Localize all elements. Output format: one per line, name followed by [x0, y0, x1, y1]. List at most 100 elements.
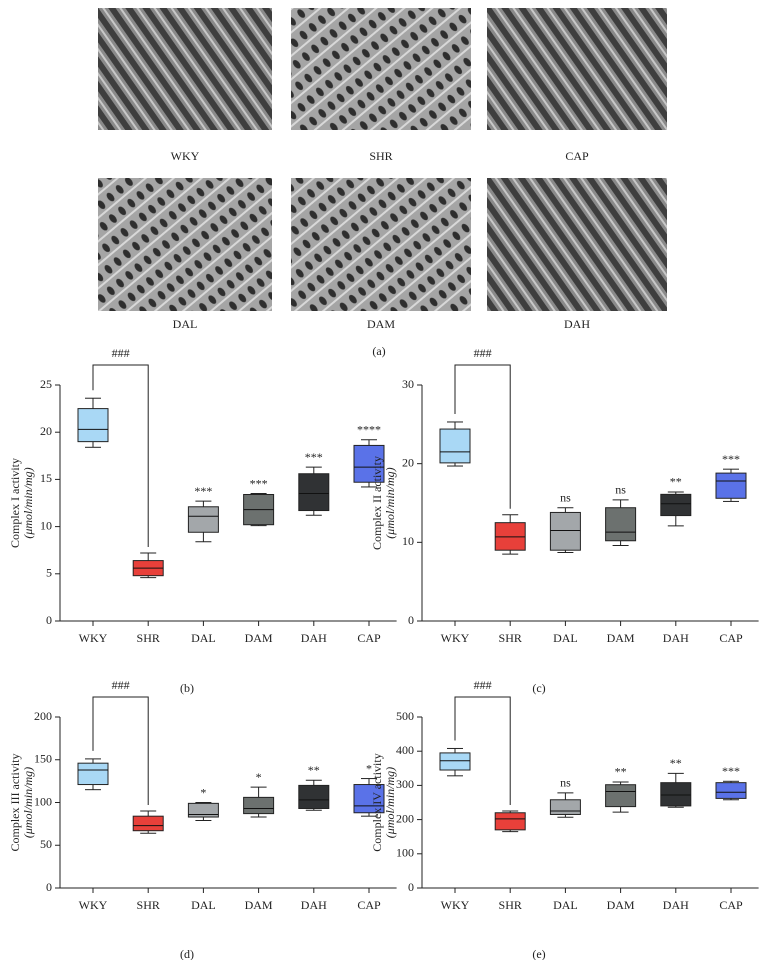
x-tick-label: CAP [719, 898, 743, 912]
significance-label: * [366, 761, 372, 775]
box [298, 473, 330, 512]
x-tick-label: CAP [357, 898, 381, 912]
bracket-label: ### [112, 346, 130, 360]
x-tick-label: WKY [79, 898, 108, 912]
y-tick-label: 400 [396, 743, 414, 757]
x-tick-label: SHR [499, 631, 522, 645]
significance-label: *** [722, 452, 740, 466]
y-tick-label: 0 [46, 613, 52, 627]
x-tick-label: DAL [191, 631, 216, 645]
x-tick-label: DAL [553, 898, 578, 912]
x-tick-label: WKY [441, 898, 470, 912]
y-tick-label: 15 [40, 471, 52, 485]
y-axis-label: Complex I activity [8, 458, 22, 548]
x-tick-label: DAH [301, 898, 327, 912]
significance-label: ** [615, 765, 627, 779]
panel-label: DAM [367, 317, 395, 331]
significance-label: *** [305, 450, 323, 464]
significance-label: ns [615, 483, 626, 497]
panel-label: DAH [564, 317, 590, 331]
significance-label: ns [560, 776, 571, 790]
significance-label: *** [194, 484, 212, 498]
significance-label: ** [308, 763, 320, 777]
x-tick-label: DAM [607, 631, 635, 645]
x-tick-label: CAP [357, 631, 381, 645]
x-tick-label: DAM [245, 898, 273, 912]
y-tick-label: 200 [396, 811, 414, 825]
significance-label: ** [670, 475, 682, 489]
significance-label: **** [357, 423, 381, 437]
x-tick-label: DAH [663, 631, 689, 645]
box [660, 493, 692, 517]
micrographs [98, 8, 667, 311]
y-axis-unit: (μmol/min/mg) [383, 767, 397, 838]
caption: (e) [532, 947, 545, 960]
caption: (a) [372, 344, 385, 358]
x-tick-label: WKY [79, 631, 108, 645]
x-tick-label: DAM [607, 898, 635, 912]
y-tick-label: 50 [40, 837, 52, 851]
micrograph [487, 8, 667, 130]
y-tick-label: 0 [46, 880, 52, 894]
y-tick-label: 100 [396, 846, 414, 860]
x-tick-label: DAH [663, 898, 689, 912]
box [243, 796, 275, 815]
box [439, 752, 471, 771]
significance-label: * [200, 785, 206, 799]
box [549, 799, 581, 815]
y-axis-unit: (μmol/min/mg) [21, 467, 35, 538]
box [549, 511, 581, 551]
x-tick-label: SHR [137, 631, 160, 645]
y-axis-label: Complex II activity [370, 456, 384, 550]
y-axis-label: Complex III activity [8, 754, 22, 852]
box [605, 784, 637, 808]
box [605, 507, 637, 542]
x-tick-label: DAL [191, 898, 216, 912]
y-tick-label: 0 [408, 613, 414, 627]
y-tick-label: 25 [40, 377, 52, 391]
y-tick-label: 150 [34, 752, 52, 766]
box [187, 802, 219, 818]
caption: (c) [532, 681, 545, 695]
caption: (d) [180, 947, 194, 960]
box [715, 782, 747, 799]
y-tick-label: 5 [46, 566, 52, 580]
x-tick-label: CAP [719, 631, 743, 645]
micrograph [98, 178, 272, 311]
bracket [454, 696, 511, 806]
box [353, 444, 385, 483]
bracket [92, 364, 149, 548]
box [439, 428, 471, 464]
y-tick-label: 10 [402, 534, 414, 548]
significance-label: *** [250, 476, 268, 490]
box [715, 472, 747, 499]
x-tick-label: WKY [441, 631, 470, 645]
bracket-label: ### [474, 678, 492, 692]
y-axis-label: Complex IV activity [370, 753, 384, 851]
panel-label: SHR [369, 149, 392, 163]
significance-label: ** [670, 756, 682, 770]
y-axis-unit: (μmol/min/mg) [383, 467, 397, 538]
x-tick-label: DAH [301, 631, 327, 645]
panel-label: DAL [173, 317, 198, 331]
box [187, 506, 219, 533]
box [494, 812, 526, 831]
box [353, 784, 385, 814]
x-tick-label: SHR [137, 898, 160, 912]
y-tick-label: 0 [408, 880, 414, 894]
y-tick-label: 200 [34, 709, 52, 723]
significance-label: * [256, 770, 262, 784]
significance-label: *** [722, 764, 740, 778]
bracket [454, 364, 511, 509]
box [77, 762, 109, 786]
box [77, 408, 109, 443]
bracket-label: ### [474, 346, 492, 360]
micrograph [291, 178, 471, 311]
y-axis-unit: (μmol/min/mg) [21, 767, 35, 838]
micrograph [291, 8, 471, 130]
y-tick-label: 500 [396, 709, 414, 723]
y-tick-label: 300 [396, 777, 414, 791]
x-tick-label: SHR [499, 898, 522, 912]
bracket-label: ### [112, 678, 130, 692]
